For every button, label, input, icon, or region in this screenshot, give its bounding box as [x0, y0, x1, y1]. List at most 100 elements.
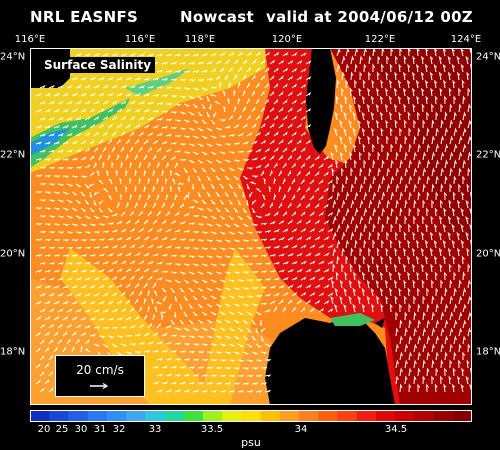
current-vector — [426, 367, 430, 377]
current-vector — [152, 381, 159, 385]
current-vector — [461, 367, 465, 377]
current-vector — [458, 167, 462, 177]
current-vector — [458, 359, 461, 369]
current-vector — [413, 311, 417, 321]
current-vector — [152, 139, 159, 145]
current-vector — [116, 153, 120, 161]
current-vector — [228, 295, 236, 299]
current-vector — [433, 239, 438, 249]
current-vector — [287, 139, 293, 145]
current-vector — [440, 103, 444, 112]
current-vector — [368, 71, 371, 81]
current-vector — [171, 95, 178, 98]
current-vector — [237, 51, 243, 57]
current-vector — [129, 260, 136, 265]
current-vector — [179, 287, 185, 293]
current-vector — [413, 343, 418, 353]
current-vector — [219, 81, 222, 89]
current-vector — [462, 351, 466, 360]
current-vector — [399, 383, 403, 393]
current-vector — [71, 345, 75, 353]
current-vector — [282, 67, 289, 73]
fresh-plume-2 — [125, 68, 190, 96]
current-vector — [422, 343, 427, 353]
current-vector — [461, 79, 465, 89]
current-vector — [48, 100, 55, 105]
current-vector — [379, 111, 384, 121]
current-vector — [111, 52, 118, 57]
current-vector — [269, 155, 275, 161]
current-vector — [291, 147, 297, 153]
current-vector — [413, 151, 417, 161]
current-vector — [305, 60, 312, 65]
current-vector — [161, 169, 165, 177]
current-vector — [260, 222, 268, 226]
current-vector — [377, 183, 382, 193]
current-vector — [219, 311, 227, 315]
current-vector — [252, 367, 259, 370]
current-vector — [174, 295, 178, 302]
current-vector — [384, 103, 389, 113]
current-vector — [156, 322, 161, 329]
current-vector — [389, 63, 393, 73]
current-vector — [152, 253, 159, 257]
colorbar-cell — [183, 410, 204, 422]
current-vector — [462, 303, 467, 313]
current-vector — [469, 191, 472, 201]
current-vector — [215, 127, 223, 131]
current-vector — [431, 311, 435, 321]
current-vector — [260, 59, 266, 65]
current-vector — [93, 146, 98, 153]
current-vector — [380, 79, 384, 89]
current-vector — [278, 269, 285, 273]
current-vector — [116, 317, 123, 321]
current-vector — [323, 268, 330, 273]
current-vector — [39, 246, 47, 250]
current-vector — [467, 279, 471, 289]
current-vector — [269, 169, 273, 177]
current-vector — [291, 52, 298, 57]
colorbar-cell — [87, 410, 108, 422]
current-vector — [219, 67, 225, 73]
current-vector — [228, 134, 236, 137]
current-vector — [84, 100, 91, 105]
current-vector — [116, 220, 123, 225]
current-vector — [305, 284, 312, 289]
current-vector — [44, 207, 52, 210]
current-vector — [219, 199, 225, 205]
current-vector — [339, 135, 343, 145]
current-vector — [353, 95, 357, 105]
current-vector — [80, 316, 87, 321]
current-vector — [102, 161, 105, 169]
current-vector — [359, 215, 364, 225]
current-vector — [440, 199, 443, 209]
current-vector — [62, 92, 69, 97]
current-vector — [53, 300, 60, 305]
current-vector — [39, 231, 47, 234]
current-vector — [350, 55, 355, 65]
current-vector — [300, 115, 306, 121]
current-vector — [237, 279, 245, 283]
current-vector — [152, 169, 156, 177]
current-vector — [376, 295, 380, 305]
current-vector — [305, 236, 312, 241]
current-vector — [53, 158, 61, 161]
current-vector — [224, 382, 232, 386]
current-vector — [53, 92, 60, 97]
current-vector — [39, 84, 46, 89]
current-vector — [48, 370, 53, 377]
current-vector — [255, 374, 263, 378]
current-vector — [210, 167, 217, 172]
current-vector — [48, 261, 56, 265]
current-vector — [363, 223, 367, 233]
current-vector — [210, 279, 218, 283]
current-vector — [233, 287, 241, 291]
current-vector — [197, 111, 203, 117]
current-vector — [395, 311, 399, 320]
current-vector — [147, 341, 155, 345]
current-vector — [327, 163, 333, 169]
current-vector — [413, 167, 418, 177]
current-vector — [111, 291, 118, 297]
current-vector — [134, 219, 140, 225]
current-vector — [206, 382, 214, 385]
